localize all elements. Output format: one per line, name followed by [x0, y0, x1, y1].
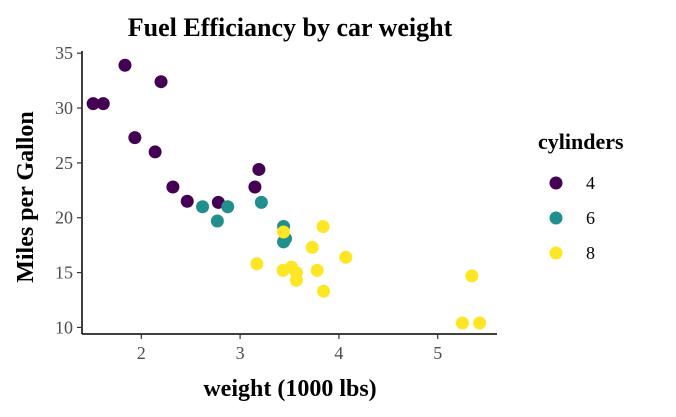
chart-title: Fuel Efficiancy by car weight — [128, 13, 453, 42]
y-axis-title: Miles per Gallon — [13, 111, 39, 283]
series-6 — [196, 195, 293, 249]
data-point — [166, 180, 180, 194]
data-point — [465, 269, 479, 283]
data-point — [305, 240, 319, 254]
data-point — [86, 97, 100, 111]
y-tick-label: 20 — [55, 208, 73, 228]
legend-item-6: 6 — [549, 208, 595, 228]
data-point — [250, 257, 264, 271]
data-point — [210, 214, 224, 228]
data-point — [148, 145, 162, 159]
legend-marker — [549, 246, 563, 260]
data-point — [180, 194, 194, 208]
plot-area — [86, 58, 487, 330]
y-tick-label: 15 — [55, 263, 73, 283]
legend-marker — [549, 176, 563, 190]
y-tick-label: 30 — [55, 98, 73, 118]
series-8 — [250, 220, 487, 330]
data-point — [252, 162, 266, 176]
data-point — [289, 273, 303, 287]
data-point — [221, 200, 235, 214]
x-tick-label: 3 — [236, 343, 245, 363]
data-point — [310, 263, 324, 277]
data-point — [196, 200, 210, 214]
data-point — [96, 97, 110, 111]
legend: cylinders 4 6 8 — [538, 129, 624, 263]
x-axis-title: weight (1000 lbs) — [203, 376, 376, 402]
data-point — [339, 250, 353, 264]
data-point — [455, 316, 469, 330]
y-tick-label: 10 — [55, 317, 73, 337]
data-point — [276, 263, 290, 277]
legend-title: cylinders — [538, 129, 624, 154]
y-tick-label: 35 — [55, 43, 73, 63]
data-point — [254, 195, 268, 209]
data-point — [277, 225, 291, 239]
legend-label: 4 — [586, 173, 595, 193]
x-tick-label: 5 — [433, 343, 442, 363]
data-point — [128, 131, 142, 145]
legend-item-4: 4 — [549, 173, 595, 193]
legend-label: 8 — [586, 243, 595, 263]
axes: 10 15 20 25 30 35 2 3 4 5 — [55, 43, 497, 363]
data-point — [118, 58, 132, 72]
legend-item-8: 8 — [549, 243, 595, 263]
x-tick-label: 4 — [334, 343, 343, 363]
data-point — [277, 235, 291, 249]
legend-label: 6 — [586, 208, 595, 228]
data-point — [248, 180, 262, 194]
x-tick-label: 2 — [137, 343, 146, 363]
data-point — [316, 220, 330, 234]
data-point — [154, 75, 168, 89]
y-tick-label: 25 — [55, 153, 73, 173]
series-4 — [86, 58, 266, 209]
data-point — [473, 316, 487, 330]
data-point — [317, 284, 331, 298]
legend-marker — [549, 211, 563, 225]
